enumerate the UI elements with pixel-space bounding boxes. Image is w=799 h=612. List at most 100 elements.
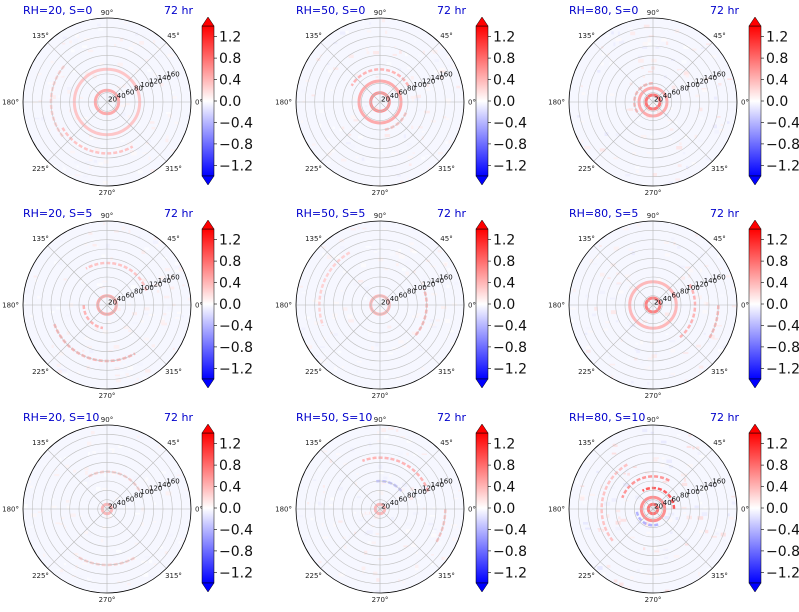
colorbar-tick-label: 0.8 [219, 458, 241, 474]
field-cell [43, 487, 48, 491]
field-cell [609, 363, 616, 366]
field-cell [43, 456, 50, 460]
field-cell [63, 278, 67, 281]
field-cell [413, 452, 418, 457]
field-cell [390, 165, 394, 168]
field-cell [580, 85, 583, 88]
field-cell [328, 504, 333, 507]
field-cell [139, 41, 144, 45]
panel-time-label: 72 hr [710, 411, 739, 424]
polar-frame [295, 424, 465, 594]
field-cell [120, 371, 125, 375]
field-cell [617, 31, 620, 36]
colorbar-extend-min [475, 582, 489, 593]
field-cell [364, 286, 369, 291]
field-cell [128, 229, 131, 233]
field-cell [398, 249, 402, 252]
field-cell [385, 30, 388, 34]
colorbar: 1.2 0.8 0.4 0.0 −0.4 −0.8 −1.2 [475, 16, 527, 186]
panel-title: RH=20, S=0 [23, 4, 92, 17]
field-cell [176, 537, 180, 540]
field-cell [669, 340, 676, 343]
field-cell [452, 537, 456, 541]
field-cell [410, 544, 417, 547]
colorbar-tick-label: 0.0 [219, 501, 241, 517]
field-cell [155, 244, 159, 247]
angular-tick-label: 0° [468, 302, 476, 310]
field-cell [157, 55, 164, 58]
field-cell [720, 294, 725, 297]
field-cell [458, 489, 461, 492]
field-cell [138, 235, 141, 239]
field-cell [728, 108, 735, 111]
field-cell [605, 321, 610, 324]
field-cell [348, 133, 352, 136]
field-cell [635, 170, 640, 174]
radial-tick-label: 100 [686, 488, 699, 496]
field-cell [412, 152, 415, 154]
field-cell [102, 181, 108, 184]
field-cell [329, 459, 333, 463]
field-cell [427, 167, 431, 172]
angular-gridline [593, 245, 654, 306]
field-cell [323, 490, 326, 494]
field-cell [332, 126, 335, 130]
field-cell [85, 71, 89, 76]
angular-gridline [47, 245, 108, 306]
field-cell [102, 280, 108, 283]
field-cell [171, 534, 176, 539]
field-cell [148, 486, 152, 491]
field-cell [321, 522, 324, 527]
field-cell [152, 240, 158, 244]
field-cell [397, 496, 400, 499]
field-cell [62, 373, 68, 376]
field-cell [82, 45, 88, 48]
field-cell [413, 38, 417, 42]
field-cell [362, 227, 367, 230]
field-cell [318, 561, 322, 564]
field-cell [667, 119, 673, 122]
field-cell [119, 359, 122, 363]
field-cell [145, 140, 151, 143]
field-cell [140, 488, 147, 491]
field-cell [391, 347, 398, 351]
angular-gridline [320, 101, 381, 162]
field-cell [701, 88, 707, 90]
field-cell [414, 29, 419, 32]
field-cell [142, 152, 148, 154]
colorbar-tick-label: −1.2 [766, 158, 799, 174]
field-cell [82, 563, 88, 565]
field-cell [681, 506, 687, 509]
field-cell [125, 354, 128, 358]
field-cell [430, 120, 436, 123]
colorbar-tick-label: −0.4 [493, 115, 527, 131]
field-cell [703, 507, 707, 510]
field-cell [29, 315, 33, 318]
field-cell [603, 328, 608, 331]
field-cell [326, 255, 332, 259]
field-cell [640, 569, 643, 573]
field-cell [93, 455, 100, 457]
field-cell [66, 500, 70, 503]
angular-tick-label: 225° [305, 368, 322, 376]
field-cell [699, 530, 703, 533]
field-cell [727, 121, 730, 124]
field-cell [683, 45, 690, 49]
field-cell [597, 528, 602, 530]
field-cell [704, 277, 708, 280]
field-cell [704, 265, 709, 267]
field-cell [369, 22, 372, 25]
field-cell [141, 250, 146, 254]
field-cell [176, 474, 182, 476]
field-cell [615, 37, 622, 42]
field-cell [652, 558, 658, 561]
angular-tick-label: 315° [711, 165, 728, 173]
field-cell [676, 276, 679, 280]
field-cell [710, 335, 715, 339]
field-cell [613, 42, 616, 47]
field-cell [699, 268, 703, 273]
field-cell [731, 495, 736, 498]
field-cell [118, 445, 123, 448]
field-cell [683, 512, 687, 515]
